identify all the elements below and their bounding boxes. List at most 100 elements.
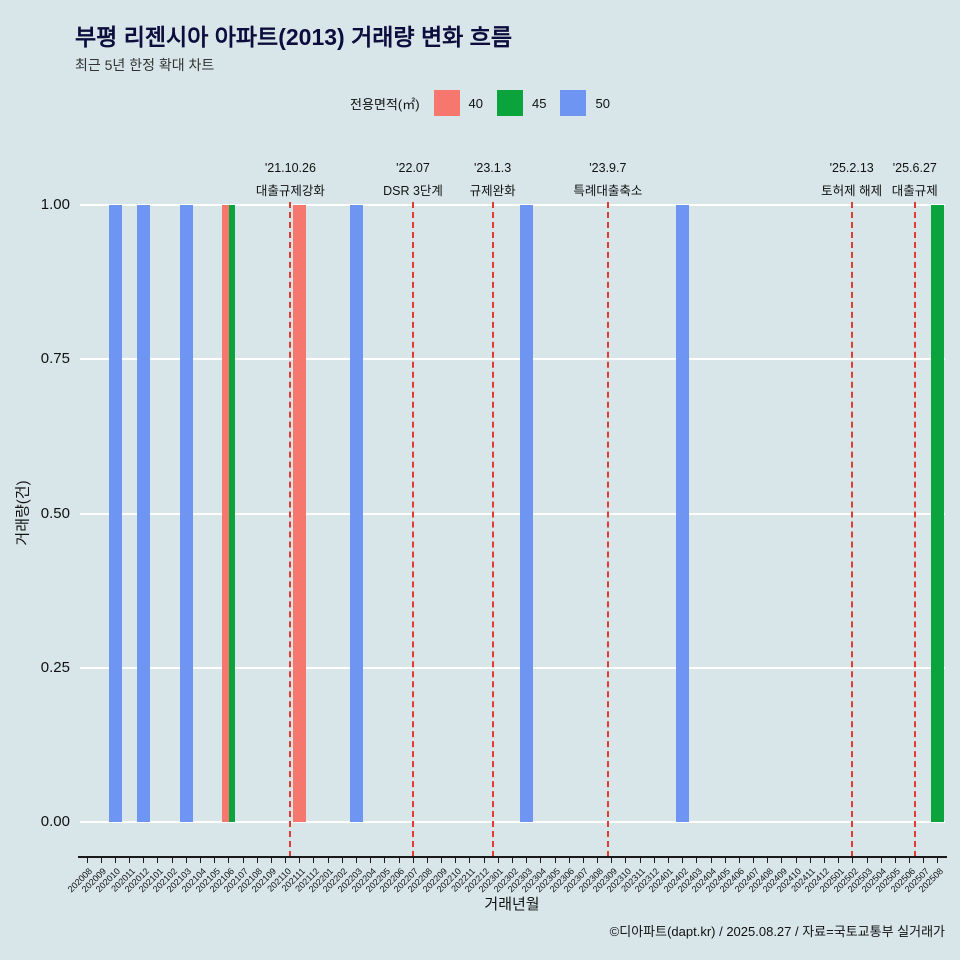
x-tick <box>242 858 244 863</box>
bar-50 <box>349 205 364 822</box>
annotation-line <box>412 202 414 857</box>
x-tick <box>866 858 868 863</box>
x-tick <box>285 858 287 863</box>
x-tick <box>795 858 797 863</box>
x-tick <box>554 858 556 863</box>
legend-item-45: 45 <box>497 90 546 116</box>
x-tick <box>526 858 528 863</box>
x-tick <box>356 858 358 863</box>
annotation-date: '23.9.7 <box>589 161 627 175</box>
x-tick <box>86 858 88 863</box>
x-tick <box>129 858 131 863</box>
x-tick <box>200 858 202 863</box>
annotation-text: 대출규제강화 <box>255 184 325 198</box>
x-tick <box>384 858 386 863</box>
annotation-text: 규제완화 <box>469 184 516 198</box>
x-tick <box>838 858 840 863</box>
bar-40 <box>293 205 307 822</box>
legend-item-40: 40 <box>433 90 484 116</box>
y-tick-label: 0.75 <box>40 350 70 368</box>
x-tick <box>568 858 570 863</box>
x-tick <box>582 858 584 863</box>
x-tick <box>398 858 400 863</box>
x-tick <box>157 858 159 863</box>
x-tick <box>597 858 599 863</box>
annotation-text: 특례대출축소 <box>573 184 643 198</box>
x-tick <box>809 858 811 863</box>
x-tick <box>823 858 825 863</box>
x-tick <box>724 858 726 863</box>
x-tick <box>710 858 712 863</box>
annotation-line <box>913 202 916 857</box>
annotation-line <box>289 202 292 857</box>
annotation-date: '21.10.26 <box>264 161 316 175</box>
x-tick <box>426 858 428 863</box>
legend-swatch-50 <box>560 90 587 116</box>
bar-50 <box>520 205 534 822</box>
bar-50 <box>108 205 122 822</box>
annotation-text: DSR 3단계 <box>383 184 443 198</box>
gridline <box>80 512 945 515</box>
annotation-date: '23.1.3 <box>474 161 512 175</box>
bar-50 <box>137 205 151 822</box>
annotation-line <box>850 202 853 857</box>
x-tick <box>653 858 655 863</box>
x-tick <box>483 858 485 863</box>
x-tick <box>611 858 613 863</box>
x-tick <box>185 858 187 863</box>
x-tick <box>114 858 116 863</box>
legend-label-50: 50 <box>595 95 610 111</box>
legend-label-45: 45 <box>532 95 547 111</box>
footer-credit: ©디아파트(dapt.kr) / 2025.08.27 / 자료=국토교통부 실… <box>609 924 945 939</box>
y-tick-label: 0.00 <box>40 813 70 830</box>
gridline <box>80 204 945 206</box>
x-tick <box>738 858 740 863</box>
legend-items: 40 45 50 <box>420 90 610 116</box>
x-tick <box>682 858 684 863</box>
x-axis-line <box>78 856 947 858</box>
x-tick <box>341 858 343 863</box>
x-tick <box>256 858 258 863</box>
annotation-date: '22.07 <box>396 161 430 175</box>
x-tick <box>894 858 896 863</box>
x-tick <box>455 858 457 863</box>
x-tick <box>370 858 372 863</box>
x-tick <box>214 858 216 863</box>
legend-item-50: 50 <box>560 90 610 116</box>
bar-50 <box>179 205 193 822</box>
gridline <box>80 821 945 823</box>
annotation-line <box>606 202 609 857</box>
x-tick <box>313 858 315 863</box>
x-tick <box>625 858 627 863</box>
legend-label-40: 40 <box>468 95 484 111</box>
x-tick <box>143 858 145 863</box>
annotation-date: '25.6.27 <box>892 161 937 175</box>
bar-45 <box>931 205 945 822</box>
x-tick <box>100 858 102 863</box>
x-tick <box>512 858 513 863</box>
bar-40 <box>222 205 229 822</box>
x-tick <box>228 858 230 863</box>
annotation-date: '25.2.13 <box>829 161 874 175</box>
bar-50 <box>676 205 690 822</box>
y-tick-label: 1.00 <box>40 196 70 213</box>
y-axis-title: 거래량(건) <box>14 480 32 546</box>
legend-title: 전용면적(㎡) <box>350 96 420 112</box>
chart-subtitle: 최근 5년 한정 확대 차트 <box>75 57 215 73</box>
bar-45 <box>228 205 236 822</box>
annotation-line <box>491 202 494 857</box>
x-tick <box>412 858 414 863</box>
gridline <box>80 358 945 361</box>
x-tick <box>937 858 939 863</box>
x-tick <box>171 858 173 863</box>
legend-swatch-40 <box>433 90 460 116</box>
x-tick <box>667 858 669 863</box>
annotation-text: 대출규제 <box>891 184 938 198</box>
x-tick <box>540 858 542 863</box>
x-tick <box>852 858 854 863</box>
x-tick <box>696 858 698 863</box>
x-tick <box>270 858 272 863</box>
x-tick <box>639 858 641 863</box>
y-tick-label: 0.50 <box>40 504 70 522</box>
